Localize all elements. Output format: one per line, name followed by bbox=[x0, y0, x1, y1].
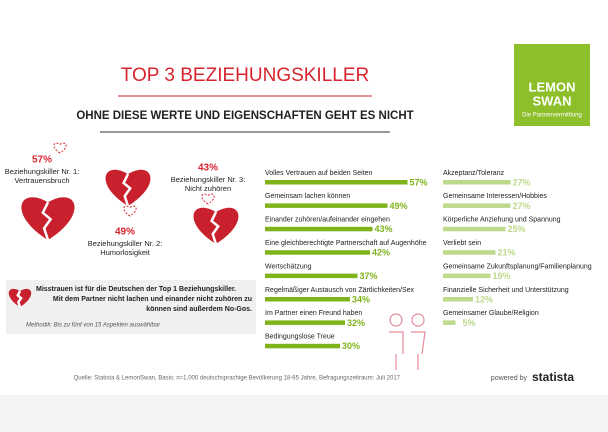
bar-label: Gemeinsame Zukunftsplanung/Familienplanu… bbox=[443, 263, 592, 270]
source: Quelle: Statista & LemonSwan, Basis: n=1… bbox=[74, 376, 401, 382]
bar bbox=[265, 320, 345, 325]
bar-label: Volles Vertrauen auf beiden Seiten bbox=[265, 170, 373, 177]
bar-label: Im Partner einen Freund haben bbox=[265, 310, 362, 317]
value-label: 25% bbox=[507, 224, 525, 234]
bar bbox=[443, 226, 506, 232]
value-label: 42% bbox=[372, 248, 390, 258]
bar-label: Finanzielle Sicherheit und Unterstützung bbox=[443, 287, 569, 294]
bar-label: Gemeinsamer Glaube/Religion bbox=[443, 310, 539, 317]
bar-label: Wertschätzung bbox=[265, 263, 312, 270]
subtitle: OHNE DIESE WERTE UND EIGENSCHAFTEN GEHT … bbox=[76, 110, 413, 122]
note-text: können sind außerdem No-Gos. bbox=[146, 306, 252, 313]
bar-label: Einander zuhören/aufeinander eingehen bbox=[265, 217, 390, 224]
note-text: Mit dem Partner nicht lachen und einande… bbox=[53, 296, 252, 303]
bar-label: Gemeinsame Interessen/Hobbies bbox=[443, 193, 547, 200]
heart-crack bbox=[16, 290, 23, 308]
value-label: 49% bbox=[389, 201, 407, 211]
bar bbox=[265, 343, 340, 349]
value-label: 43% bbox=[374, 224, 392, 234]
bar bbox=[265, 250, 370, 255]
value-label: 37% bbox=[359, 271, 377, 281]
killer-percent: 57% bbox=[32, 155, 52, 166]
killer-label: Nicht zuhören bbox=[185, 184, 231, 193]
killer-percent: 43% bbox=[198, 163, 218, 174]
bar-label: Eine gleichberechtigte Partnerschaft auf… bbox=[265, 240, 427, 247]
bar-label: Gemeinsam lachen können bbox=[265, 193, 350, 200]
value-label: 27% bbox=[512, 201, 530, 211]
bar-label: Regelmäßiger Austausch von Zärtlichkeite… bbox=[265, 287, 415, 294]
powered-by: powered by bbox=[491, 375, 528, 382]
killer-percent: 49% bbox=[115, 227, 135, 238]
bar bbox=[265, 297, 350, 302]
killer-label: Beziehungskiller Nr. 3: bbox=[171, 175, 246, 184]
logo-text: SWAN bbox=[533, 93, 572, 108]
bar bbox=[443, 250, 496, 255]
bar bbox=[265, 273, 358, 279]
bar-label: Akzeptanz/Toleranz bbox=[443, 170, 505, 177]
killer-label: Vertrauensbruch bbox=[14, 176, 69, 185]
value-label: 57% bbox=[409, 177, 427, 187]
logo-box bbox=[514, 44, 590, 126]
bar bbox=[265, 226, 373, 232]
heart-crack bbox=[122, 173, 132, 207]
bottom-band bbox=[0, 395, 608, 432]
bar-label: Körperliche Anziehung und Spannung bbox=[443, 217, 561, 224]
small-heart bbox=[201, 193, 215, 205]
logo-text: LEMON bbox=[529, 79, 576, 94]
bar bbox=[443, 320, 456, 325]
bar bbox=[443, 273, 491, 279]
value-label: 30% bbox=[342, 341, 360, 351]
heart-crack bbox=[41, 201, 53, 241]
bar bbox=[265, 180, 408, 185]
killer-label: Humorlosigkeit bbox=[100, 248, 151, 257]
small-heart bbox=[53, 142, 67, 154]
bar bbox=[443, 203, 511, 208]
bar bbox=[443, 297, 473, 302]
bar-label: Bedingungslose Treue bbox=[265, 334, 335, 341]
note-box bbox=[6, 280, 256, 334]
value-label: 27% bbox=[512, 177, 530, 187]
note-text: Misstrauen ist für die Deutschen der Top… bbox=[36, 286, 236, 293]
killer-label: Beziehungskiller Nr. 1: bbox=[5, 167, 80, 176]
value-label: 19% bbox=[492, 271, 510, 281]
logo-tagline: Die Partnervermittlung bbox=[522, 113, 582, 119]
value-label: 21% bbox=[497, 248, 515, 258]
statista-logo: statista bbox=[532, 370, 574, 384]
value-label: 5% bbox=[462, 318, 475, 328]
small-heart bbox=[123, 205, 137, 217]
heart-crack bbox=[210, 211, 220, 245]
value-label: 32% bbox=[347, 318, 365, 328]
killer-label: Beziehungskiller Nr. 2: bbox=[88, 239, 163, 248]
bar bbox=[265, 203, 388, 208]
couple-icon bbox=[389, 313, 426, 370]
value-label: 34% bbox=[352, 294, 370, 304]
bar-label: Verliebt sein bbox=[443, 240, 481, 247]
value-label: 12% bbox=[475, 294, 493, 304]
note-method: Methodik: Bis zu fünf von 15 Aspekten au… bbox=[26, 323, 161, 329]
bar bbox=[443, 180, 511, 185]
title: TOP 3 BEZIEHUNGSKILLER bbox=[121, 65, 370, 86]
